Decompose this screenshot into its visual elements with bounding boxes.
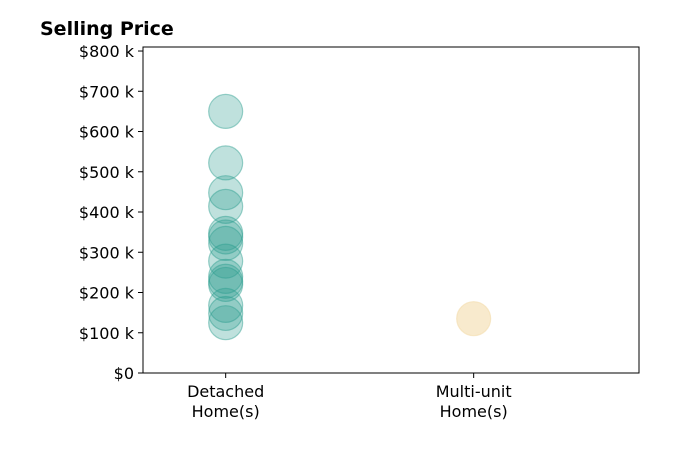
data-point (208, 93, 244, 129)
data-point (208, 243, 244, 279)
x-tick-label: Detached Home(s) (187, 382, 264, 421)
y-tick-label: $500 k (79, 163, 135, 182)
y-tick-label: $800 k (79, 42, 135, 61)
x-axis: Detached Home(s) Multi-unit Home(s) (187, 373, 512, 421)
y-tick-label: $700 k (79, 82, 135, 101)
data-point (208, 175, 244, 211)
y-tick-label: $300 k (79, 243, 135, 262)
y-axis: $0 $100 k $200 k $300 k $400 k $500 k $600 k $7… (79, 42, 143, 383)
chart-title: Selling Price (40, 18, 174, 40)
y-tick-label: $100 k (79, 324, 135, 343)
data-point (208, 266, 244, 303)
data-point (208, 145, 244, 181)
data-point (208, 258, 244, 295)
data-point (208, 215, 244, 251)
y-tick-label: $400 k (79, 203, 135, 222)
data-points (208, 93, 492, 341)
data-point (208, 295, 244, 332)
plot-frame (142, 46, 640, 374)
y-tick-label: $200 k (79, 284, 135, 303)
data-point (208, 263, 244, 299)
data-point (208, 305, 244, 341)
data-point (208, 188, 244, 224)
data-point (456, 301, 492, 337)
data-point (208, 219, 244, 255)
y-tick-label: $600 k (79, 123, 135, 142)
data-point (208, 287, 244, 323)
data-point (208, 225, 244, 262)
x-tick-label: Multi-unit Home(s) (436, 382, 512, 421)
y-tick-label: $0 (114, 364, 134, 383)
